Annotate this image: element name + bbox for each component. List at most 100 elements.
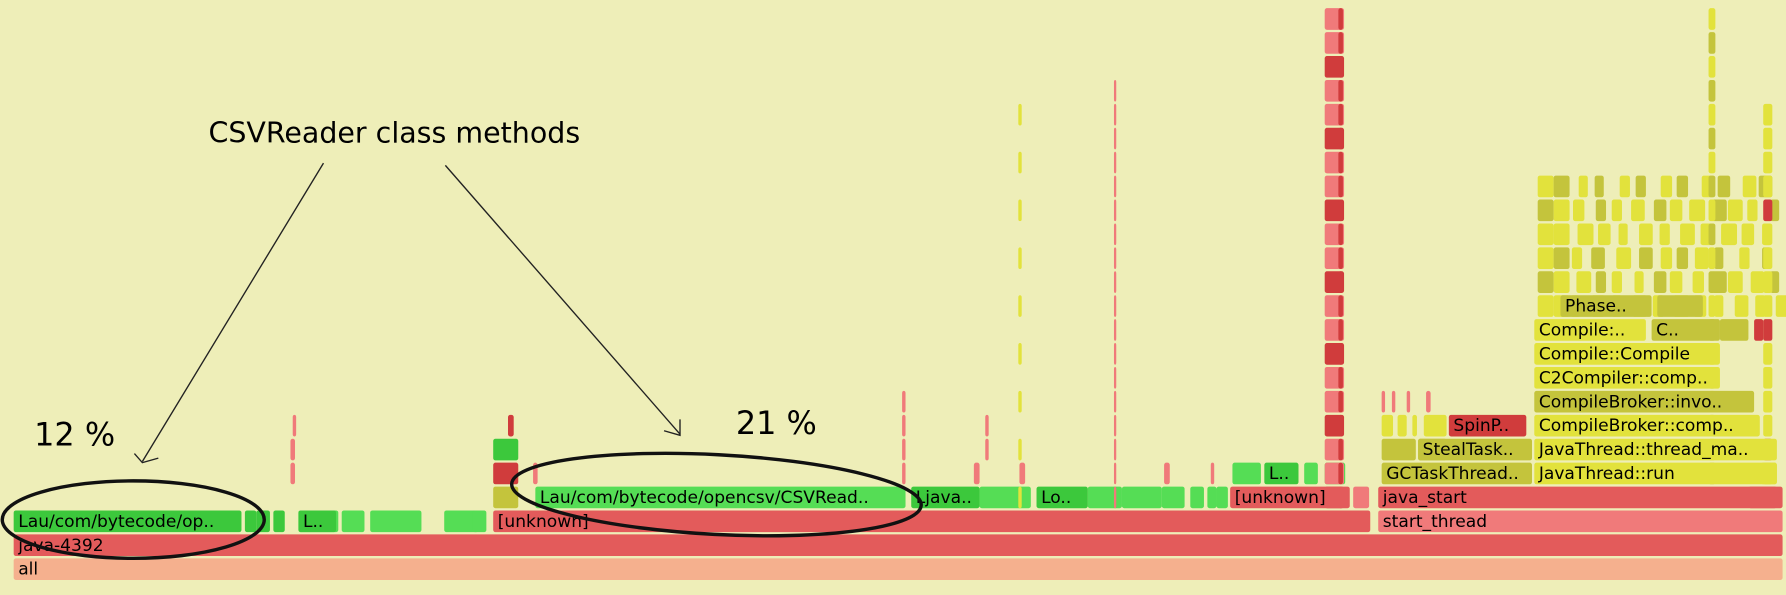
frame-block[interactable] [902, 438, 906, 461]
frame-block[interactable] [1553, 199, 1570, 222]
frame-block[interactable] [1426, 390, 1431, 413]
frame-block[interactable] [973, 462, 980, 485]
frame-block[interactable] [1412, 414, 1417, 437]
frame-block[interactable] [1708, 223, 1716, 246]
frame-block[interactable] [1553, 271, 1570, 293]
frame-rect[interactable] [1448, 414, 1527, 437]
frame-block[interactable] [1338, 56, 1343, 78]
frame[interactable]: all [13, 558, 1783, 580]
frame-block[interactable] [1635, 175, 1646, 198]
frame-block[interactable] [1631, 199, 1645, 222]
frame-block[interactable] [1018, 343, 1022, 365]
frame-block[interactable] [1639, 223, 1653, 246]
frame-block[interactable] [1750, 271, 1765, 293]
frame-label[interactable]: L.. [1269, 464, 1289, 484]
frame-rect[interactable] [1534, 462, 1777, 485]
frame-block[interactable] [1719, 319, 1749, 341]
frame-block[interactable] [1594, 175, 1604, 198]
frame-block[interactable] [1338, 438, 1343, 461]
frame-block[interactable] [1576, 271, 1592, 293]
frame-block[interactable] [1763, 247, 1773, 270]
frame-block[interactable] [1113, 414, 1117, 437]
frame-block[interactable] [1763, 295, 1773, 317]
frame-block[interactable] [1113, 366, 1117, 389]
frame-block[interactable] [1397, 414, 1407, 437]
frame-label[interactable]: Compile::Compile [1539, 344, 1690, 364]
frame-block[interactable] [1763, 223, 1773, 246]
frame-label[interactable]: SpinP.. [1453, 416, 1509, 436]
frame-block[interactable] [1708, 79, 1716, 102]
frame-label[interactable]: StealTask.. [1423, 440, 1514, 460]
frame-block[interactable] [1708, 103, 1716, 126]
frame-block[interactable] [1190, 486, 1204, 509]
frame-rect[interactable] [1651, 319, 1720, 341]
frame-label[interactable]: java_start [1382, 488, 1467, 508]
frame-block[interactable] [1338, 319, 1343, 341]
frame-block[interactable] [1763, 127, 1773, 150]
frame-block[interactable] [1598, 223, 1611, 246]
frame-block[interactable] [1338, 8, 1343, 30]
frame-block[interactable] [1164, 462, 1170, 485]
frame-block[interactable] [1747, 199, 1758, 222]
frame-block[interactable] [1676, 247, 1689, 270]
frame-label[interactable]: java-4392 [17, 536, 103, 556]
frame-block[interactable] [1338, 295, 1343, 317]
frame-block[interactable] [1711, 199, 1727, 222]
frame-block[interactable] [1381, 438, 1416, 461]
frame-block[interactable] [1680, 223, 1695, 246]
frame-block[interactable] [1018, 295, 1022, 317]
frame-block[interactable] [290, 462, 296, 485]
frame-block[interactable] [1207, 486, 1217, 509]
frame-rect[interactable] [1534, 390, 1755, 413]
frame-label[interactable]: all [18, 560, 38, 580]
frame-block[interactable] [1708, 175, 1716, 198]
frame-block[interactable] [1537, 271, 1554, 293]
frame-block[interactable] [1338, 79, 1343, 102]
frame-block[interactable] [1381, 390, 1386, 413]
frame-label[interactable]: JavaThread::thread_ma.. [1538, 440, 1749, 460]
frame-label[interactable]: [unknown] [1235, 488, 1326, 508]
frame-block[interactable] [1113, 319, 1117, 341]
frame-block[interactable] [1406, 390, 1411, 413]
frame-block[interactable] [1708, 199, 1716, 222]
frame-block[interactable] [1113, 295, 1117, 317]
frame[interactable]: [unknown] [493, 510, 1371, 533]
frame-rect[interactable] [1534, 366, 1720, 389]
frame-rect[interactable] [1560, 295, 1652, 317]
frame-label[interactable]: start_thread [1383, 512, 1487, 532]
frame[interactable]: Compile:.. [1534, 319, 1646, 341]
frame-block[interactable] [1659, 223, 1670, 246]
frame-rect[interactable] [1378, 486, 1783, 509]
frame-block[interactable] [1714, 295, 1724, 317]
frame-block[interactable] [1676, 175, 1689, 198]
frame-rect[interactable] [1534, 343, 1720, 365]
frame-block[interactable] [1734, 295, 1749, 317]
frame-block[interactable] [902, 414, 906, 437]
frame[interactable]: CompileBroker::invo.. [1534, 390, 1755, 413]
frame[interactable]: java-4392 [13, 534, 1783, 557]
frame[interactable]: Lau/com/bytecode/op.. [13, 510, 242, 533]
frame-rect[interactable] [535, 486, 906, 509]
frame-label[interactable]: GCTaskThread.. [1386, 464, 1519, 484]
frame-block[interactable] [1304, 462, 1318, 485]
frame-block[interactable] [1391, 390, 1396, 413]
frame-block[interactable] [1113, 438, 1117, 461]
frame-label[interactable]: L.. [303, 512, 323, 532]
frame-block[interactable] [1232, 462, 1261, 485]
frame-block[interactable] [1714, 247, 1724, 270]
frame-block[interactable] [1018, 151, 1022, 174]
frame-block[interactable] [1338, 199, 1343, 222]
frame-block[interactable] [1537, 295, 1554, 317]
frame-block[interactable] [1018, 199, 1022, 222]
frame-rect[interactable] [1378, 510, 1783, 533]
frame-block[interactable] [1353, 486, 1370, 509]
frame-block[interactable] [1113, 175, 1117, 198]
frame[interactable]: java_start [1378, 486, 1783, 509]
frame-label[interactable]: JavaThread::run [1538, 464, 1675, 484]
frame-block[interactable] [902, 390, 906, 413]
frame-block[interactable] [1113, 247, 1117, 270]
frame-block[interactable] [985, 438, 989, 461]
frame-block[interactable] [1763, 343, 1773, 365]
frame-block[interactable] [1018, 103, 1022, 126]
frame-block[interactable] [1553, 175, 1570, 198]
